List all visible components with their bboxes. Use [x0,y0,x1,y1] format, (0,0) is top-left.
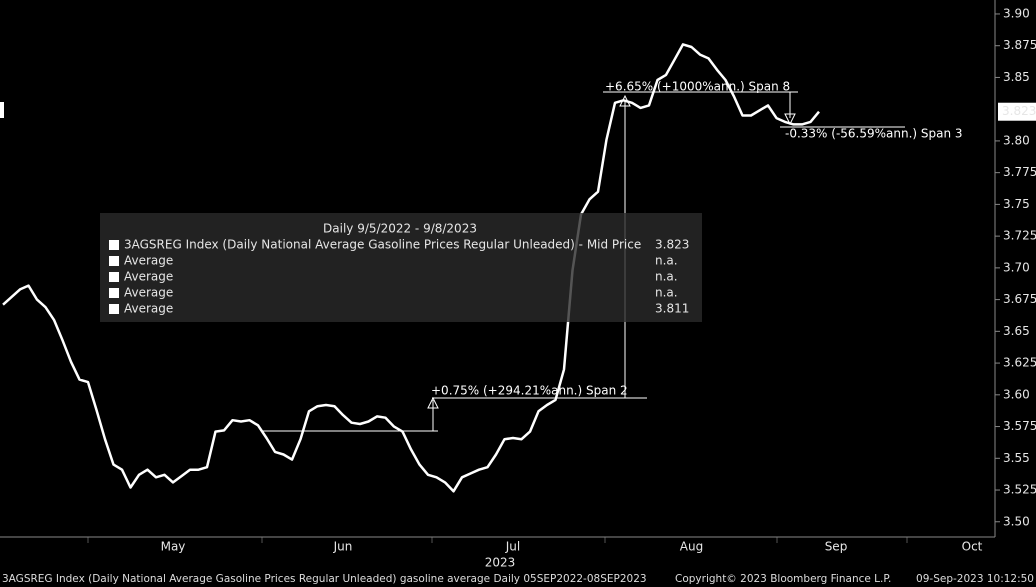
legend-rows: 3AGSREG Index (Daily National Average Ga… [109,238,689,316]
y-tick-label: 3.725 [1003,229,1036,243]
legend-name: Average [124,302,173,316]
footer-description: 3AGSREG Index (Daily National Average Ga… [2,573,647,585]
y-tick-label: 3.625 [1003,356,1036,370]
y-tick-label: 3.70 [1003,260,1030,274]
x-tick-label: Jul [505,540,520,554]
y-tick-label: 3.525 [1003,483,1036,497]
footer-copyright: Copyright© 2023 Bloomberg Finance L.P. [675,573,891,585]
year-label: 2023 [485,556,516,570]
y-tick-label: 3.675 [1003,292,1036,306]
y-tick-label: 3.65 [1003,324,1030,338]
y-tick-label: 3.80 [1003,133,1030,147]
footer-timestamp: 09-Sep-2023 10:12:50 [916,573,1034,585]
y-tick-label: 3.575 [1003,419,1036,433]
legend-value: n.a. [655,254,678,268]
last-price-label: 3.823 [1002,104,1036,118]
legend-value: 3.811 [655,302,689,316]
y-tick-label: 3.775 [1003,165,1036,179]
last-price-badge [998,102,1036,121]
legend-name: Average [124,286,173,300]
legend-swatch [109,240,119,250]
legend-box [100,213,702,322]
y-tick-label: 3.55 [1003,451,1030,465]
y-tick-label: 3.75 [1003,197,1030,211]
x-tick-label: Jun [333,540,353,554]
y-tick-label: 3.85 [1003,70,1030,84]
legend-name: 3AGSREG Index (Daily National Average Ga… [124,238,641,252]
legend: Daily 9/5/2022 - 9/8/2023 3AGSREG Index … [100,213,702,322]
y-tick-label: 3.60 [1003,387,1030,401]
legend-swatch [109,272,119,282]
y-tick-label: 3.875 [1003,38,1036,52]
price-line [2,43,820,493]
plot [2,43,820,493]
legend-swatch [109,256,119,266]
month-separators [87,537,908,543]
legend-value: n.a. [655,270,678,284]
y-tick-label: 3.90 [1003,6,1030,20]
x-tick-label: May [161,540,186,554]
legend-name: Average [124,270,173,284]
legend-name: Average [124,254,173,268]
x-tick-label: Aug [680,540,703,554]
y-tick-label: 3.50 [1003,514,1030,528]
legend-swatch [109,288,119,298]
legend-value: n.a. [655,286,678,300]
x-tick-label: Oct [962,540,983,554]
legend-swatch [109,304,119,314]
annotation: -0.33% (-56.59%ann.) Span 3 [785,127,963,141]
x-tick-label: Sep [825,540,848,554]
legend-title: Daily 9/5/2022 - 9/8/2023 [323,222,477,236]
left-marker [0,102,4,118]
annotation: +0.75% (+294.21%ann.) Span 2 [431,384,628,398]
annotation: +6.65% (+1000%ann.) Span 8 [605,80,790,94]
legend-value: 3.823 [655,238,689,252]
